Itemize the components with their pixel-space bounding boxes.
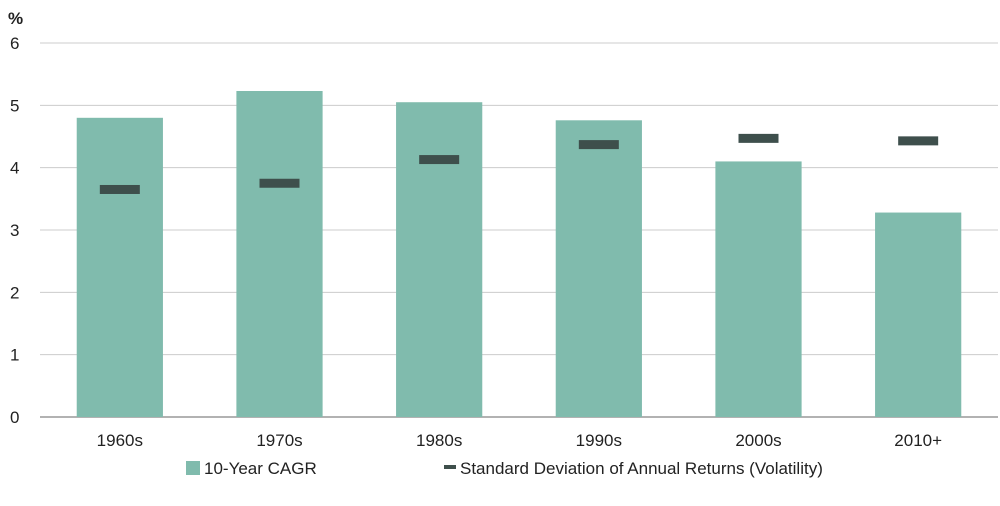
volatility-marker-2010plus xyxy=(898,136,939,146)
legend-label-cagr: 10-Year CAGR xyxy=(204,459,317,478)
legend-swatch-cagr xyxy=(186,461,200,475)
x-tick-label: 2000s xyxy=(735,431,781,450)
volatility-marker-1980s xyxy=(419,155,460,165)
y-axis-unit-label: % xyxy=(8,9,23,28)
legend-swatch-volatility xyxy=(444,465,456,469)
y-tick-label: 5 xyxy=(10,96,19,115)
volatility-marker-1960s xyxy=(99,184,140,194)
bar-cagr-2000s xyxy=(715,161,802,417)
x-tick-label: 1980s xyxy=(416,431,462,450)
bar-cagr-1960s xyxy=(76,117,163,418)
volatility-marker-1990s xyxy=(578,140,619,150)
y-tick-label: 6 xyxy=(10,34,19,53)
y-tick-label: 2 xyxy=(10,283,19,302)
volatility-markers-layer xyxy=(99,133,939,194)
x-tick-label: 1990s xyxy=(576,431,622,450)
y-tick-label: 3 xyxy=(10,221,19,240)
x-tick-label: 2010+ xyxy=(894,431,942,450)
grid-layer: 0 1 2 3 4 5 6 xyxy=(10,34,998,427)
y-tick-label: 4 xyxy=(10,159,19,178)
x-tick-label: 1970s xyxy=(256,431,302,450)
bar-cagr-1980s xyxy=(396,102,483,417)
x-tick-label: 1960s xyxy=(97,431,143,450)
bar-cagr-1970s xyxy=(236,90,323,417)
bar-cagr-1990s xyxy=(555,120,642,417)
bar-cagr-2010plus xyxy=(875,212,962,417)
x-axis-labels: 1960s 1970s 1980s 1990s 2000s 2010+ xyxy=(97,431,942,450)
y-tick-label: 1 xyxy=(10,346,19,365)
volatility-marker-1970s xyxy=(259,178,300,188)
bars-layer xyxy=(76,90,962,418)
legend: 10-Year CAGR Standard Deviation of Annual… xyxy=(186,459,823,478)
volatility-marker-2000s xyxy=(738,133,779,143)
y-tick-label: 0 xyxy=(10,408,19,427)
legend-label-volatility: Standard Deviation of Annual Returns (Vo… xyxy=(460,459,823,478)
